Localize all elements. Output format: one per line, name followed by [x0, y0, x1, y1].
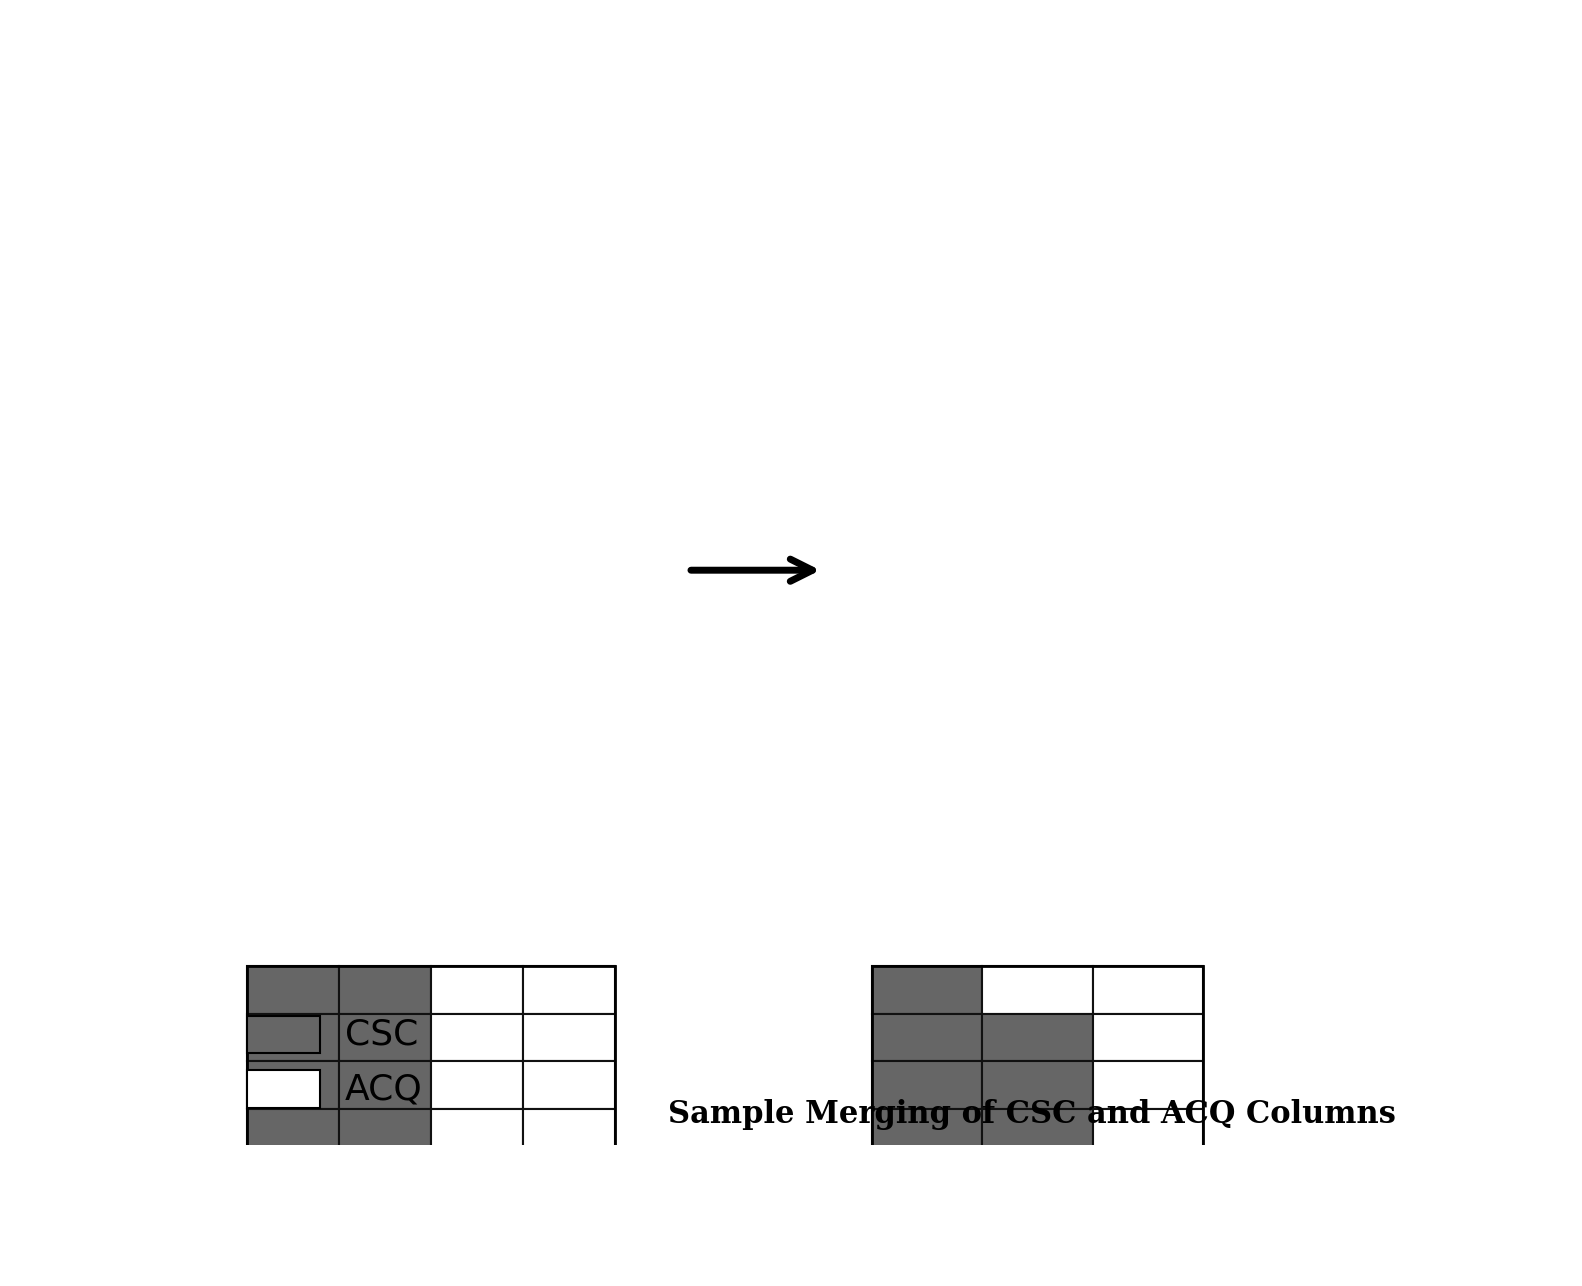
Bar — [430, 1251, 522, 1286]
Bar — [339, 1251, 430, 1286]
Bar — [1093, 1251, 1202, 1286]
Bar — [872, 1109, 982, 1156]
Bar — [982, 1204, 1093, 1251]
Bar — [247, 1070, 321, 1109]
Bar — [872, 1156, 982, 1204]
Bar — [247, 1016, 321, 1053]
Bar — [1093, 1013, 1202, 1061]
Bar — [339, 1013, 430, 1061]
Bar — [522, 1109, 614, 1156]
Bar — [872, 966, 1202, 1286]
Text: CSC: CSC — [345, 1017, 418, 1052]
Bar — [1093, 1061, 1202, 1109]
Bar — [872, 1251, 982, 1286]
Bar — [1093, 1204, 1202, 1251]
Bar — [247, 1251, 339, 1286]
Bar — [339, 1109, 430, 1156]
Bar — [430, 966, 522, 1013]
Bar — [247, 966, 614, 1286]
Bar — [872, 966, 982, 1013]
Bar — [982, 1013, 1093, 1061]
Bar — [872, 1061, 982, 1109]
Bar — [430, 1109, 522, 1156]
Bar — [247, 1013, 339, 1061]
Bar — [1093, 966, 1202, 1013]
Bar — [339, 1204, 430, 1251]
Bar — [982, 966, 1093, 1013]
Bar — [982, 1156, 1093, 1204]
Bar — [339, 966, 430, 1013]
Bar — [522, 1061, 614, 1109]
Bar — [339, 1061, 430, 1109]
Bar — [339, 1156, 430, 1204]
Text: ACQ: ACQ — [345, 1073, 422, 1106]
Bar — [430, 1061, 522, 1109]
Bar — [1093, 1109, 1202, 1156]
Bar — [522, 966, 614, 1013]
Bar — [247, 1109, 339, 1156]
Bar — [1093, 1156, 1202, 1204]
Bar — [247, 1156, 339, 1204]
Bar — [430, 1013, 522, 1061]
Bar — [430, 1156, 522, 1204]
Bar — [872, 1204, 982, 1251]
Bar — [982, 1109, 1093, 1156]
Text: Sample Merging of CSC and ACQ Columns: Sample Merging of CSC and ACQ Columns — [668, 1100, 1395, 1130]
Bar — [522, 1156, 614, 1204]
Bar — [982, 1061, 1093, 1109]
Bar — [522, 1204, 614, 1251]
Bar — [872, 1013, 982, 1061]
Bar — [247, 966, 339, 1013]
Bar — [522, 1013, 614, 1061]
Bar — [247, 1061, 339, 1109]
Bar — [247, 1204, 339, 1251]
Bar — [430, 1204, 522, 1251]
Bar — [982, 1251, 1093, 1286]
Bar — [522, 1251, 614, 1286]
